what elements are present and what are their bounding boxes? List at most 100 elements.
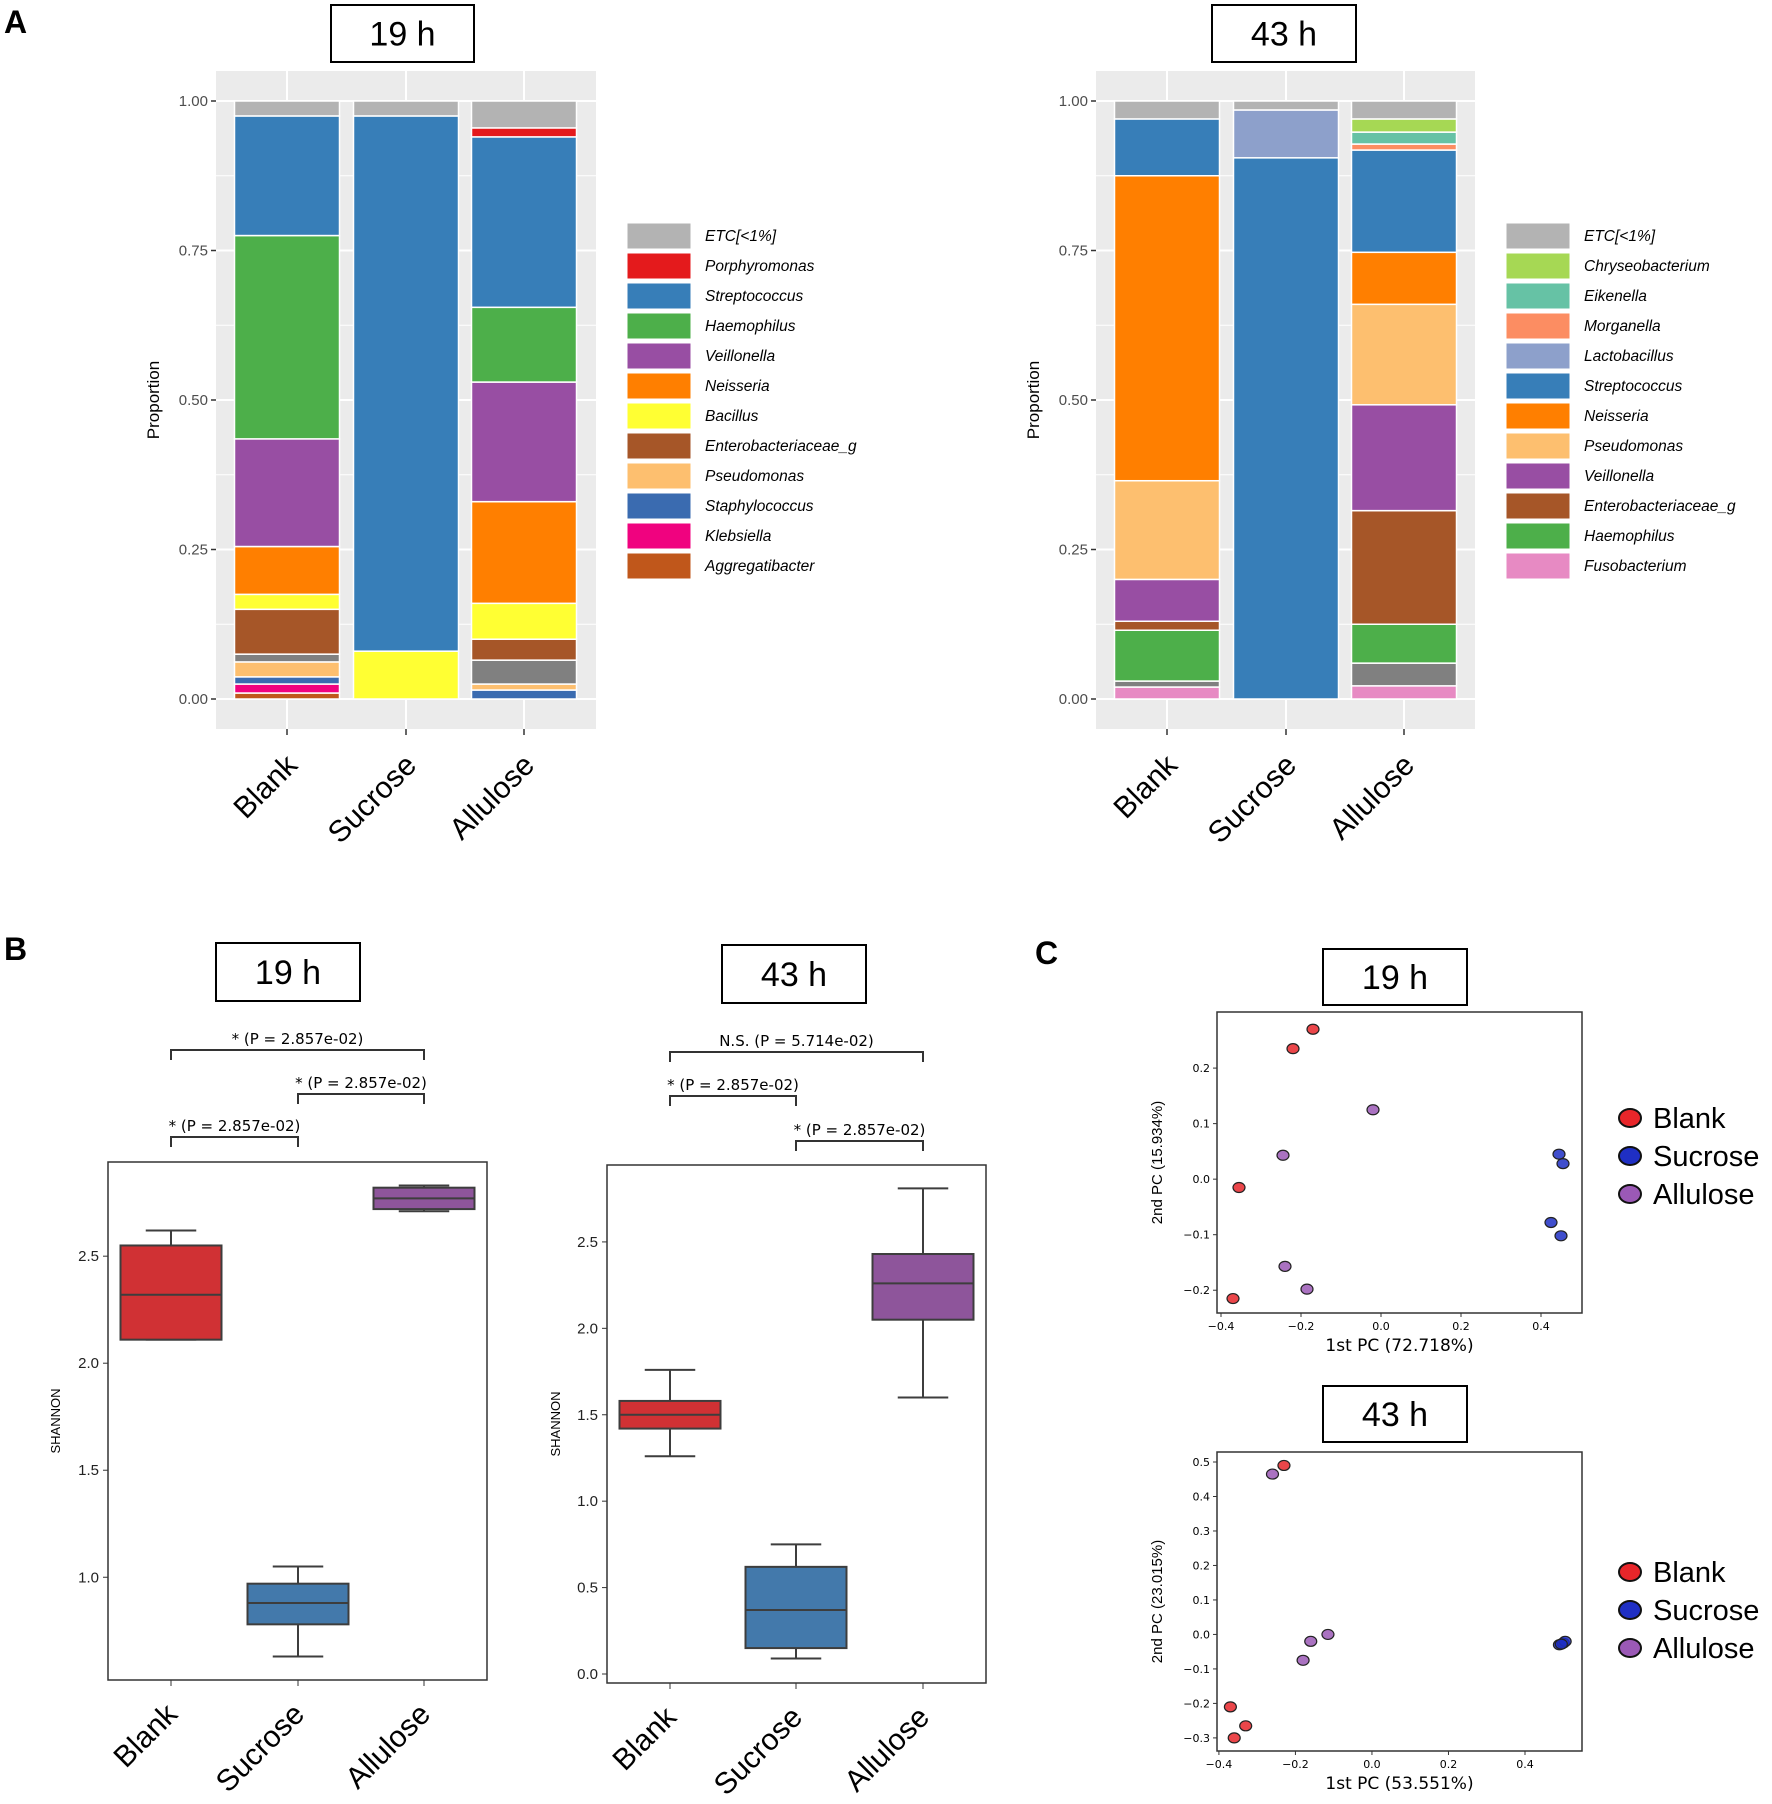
bar-segment-other (470, 659, 578, 685)
legend-swatch (1505, 492, 1571, 520)
bar-segment-aggregatibacter (233, 692, 341, 700)
legend-label: Haemophilus (1584, 528, 1675, 545)
legend-swatch (626, 552, 692, 580)
bar-segment-lactobacillus (1232, 109, 1340, 159)
point-sucrose (1544, 1216, 1558, 1229)
bar-segment-enterobacteriaceae_g (233, 608, 341, 655)
y-axis-label: Proportion (144, 361, 163, 439)
significance-label: * (P = 2.857e-02) (667, 1076, 799, 1094)
point-allulose (1366, 1104, 1380, 1116)
x-tick-label: Blank (228, 748, 305, 825)
legend-swatch (1505, 522, 1571, 550)
y-tick-label: 1.5 (577, 1407, 598, 1424)
x-tick-label: −0.2 (1288, 1320, 1315, 1333)
bar-segment-etc (233, 100, 341, 117)
significance-bracket (669, 1095, 797, 1106)
legend-marker (1618, 1562, 1642, 1582)
bar-segment-bacillus (233, 593, 341, 611)
box-iqr (871, 1253, 975, 1321)
significance-bracket (795, 1140, 924, 1151)
x-tick-label: Sucrose (210, 1698, 311, 1799)
x-tick-label: −0.2 (1282, 1758, 1309, 1771)
box-sucrose (744, 1543, 848, 1660)
legend-swatch (1505, 372, 1571, 400)
legend-swatch (626, 282, 692, 310)
point-allulose (1296, 1654, 1310, 1666)
legend-label: Lactobacillus (1584, 348, 1674, 365)
legend-label: Streptococcus (705, 288, 803, 305)
chart-title: 43 h (1251, 16, 1317, 54)
significance-bracket (297, 1093, 425, 1104)
bar-segment-pseudomonas (1350, 303, 1458, 406)
legend-swatch (1505, 342, 1571, 370)
bar-segment-neisseria (1350, 251, 1458, 306)
point-sucrose (1554, 1638, 1568, 1650)
y-tick-label: 0.00 (1059, 691, 1088, 708)
y-tick-label: 1.00 (179, 93, 208, 110)
point-blank (1232, 1181, 1246, 1194)
legend-marker (1618, 1600, 1642, 1620)
y-tick-label: −0.3 (1183, 1732, 1210, 1745)
x-tick-label: Sucrose (322, 749, 423, 850)
legend-label: Blank (1653, 1103, 1726, 1135)
bar-segment-streptococcus (1350, 149, 1458, 254)
x-tick-label: 0.4 (1532, 1320, 1550, 1333)
bar-segment-morganella (1350, 143, 1458, 151)
y-tick-label: 0.2 (1193, 1559, 1211, 1572)
box-allulose (871, 1187, 975, 1399)
legend-swatch (626, 312, 692, 340)
box-blank (119, 1229, 223, 1341)
legend-swatch (1505, 552, 1571, 580)
y-tick-label: 0.3 (1193, 1525, 1211, 1538)
legend-label: Staphylococcus (705, 498, 814, 515)
bar-segment-etc (1350, 100, 1458, 120)
bar-segment-streptococcus (233, 115, 341, 237)
y-tick-label: 0.0 (1193, 1173, 1211, 1186)
x-tick-label: Sucrose (1202, 749, 1303, 850)
point-allulose (1300, 1283, 1314, 1295)
bar-segment-haemophilus (470, 306, 578, 383)
significance-label: * (P = 2.857e-02) (295, 1074, 427, 1092)
y-tick-label: 0.1 (1193, 1594, 1211, 1607)
bar-segment-chryseobacterium (1350, 118, 1458, 133)
legend-label: Haemophilus (705, 318, 796, 335)
point-allulose (1278, 1260, 1292, 1272)
y-tick-label: 2.5 (577, 1234, 598, 1251)
bar-segment-klebsiella (233, 683, 341, 694)
bar-segment-other (233, 653, 341, 663)
legend-label: Veillonella (705, 348, 775, 365)
x-tick-label: 0.0 (1372, 1320, 1390, 1333)
bar-segment-haemophilus (1113, 629, 1221, 682)
legend-swatch (626, 402, 692, 430)
significance-label: * (P = 2.857e-02) (169, 1117, 301, 1135)
legend-label: Allulose (1653, 1179, 1755, 1211)
y-tick-label: 0.1 (1193, 1118, 1211, 1131)
legend-label: Pseudomonas (705, 468, 804, 485)
point-sucrose (1554, 1230, 1568, 1242)
point-sucrose (1552, 1148, 1566, 1160)
y-tick-label: 0.25 (1059, 542, 1088, 559)
legend-label: Neisseria (705, 378, 770, 395)
y-tick-label: −0.1 (1183, 1663, 1210, 1676)
legend-swatch (626, 372, 692, 400)
point-blank (1239, 1720, 1253, 1732)
bar-segment-other (1350, 662, 1458, 687)
legend-swatch (1505, 312, 1571, 340)
title-box (721, 944, 867, 1004)
bar-segment-bacillus (470, 602, 578, 640)
point-blank (1226, 1292, 1240, 1305)
y-tick-label: 2.0 (577, 1320, 598, 1337)
legend-swatch (626, 492, 692, 520)
box-blank (618, 1368, 722, 1458)
y-axis-label: 2nd PC (23.015%) (1149, 1540, 1166, 1663)
point-allulose (1304, 1635, 1318, 1647)
legend-label: Aggregatibacter (704, 558, 815, 575)
y-tick-label: 0.0 (1193, 1628, 1211, 1641)
x-tick-label: Allulose (443, 749, 541, 847)
legend-swatch (626, 222, 692, 250)
legend-label: Streptococcus (1584, 378, 1682, 395)
y-tick-label: 2.5 (78, 1248, 99, 1265)
bar-segment-enterobacteriaceae_g (470, 638, 578, 661)
x-tick-label: 0.4 (1516, 1758, 1534, 1771)
legend-swatch (1505, 252, 1571, 280)
